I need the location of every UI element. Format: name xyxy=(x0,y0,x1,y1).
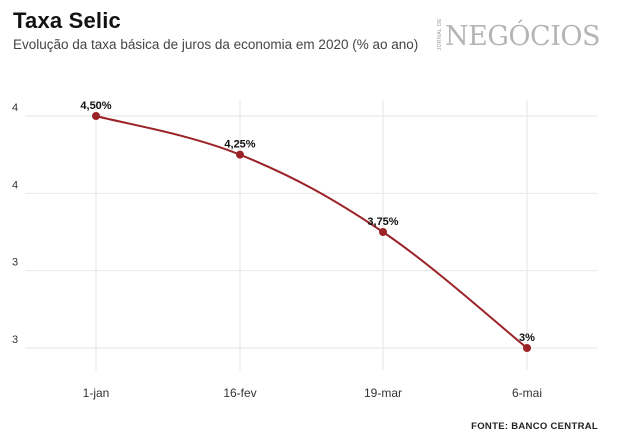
negocios-logo: JORNAL DE NEGÓCIOS xyxy=(437,18,601,53)
x-tick-label: 19-mar xyxy=(364,386,402,400)
x-tick-label: 1-jan xyxy=(83,386,110,400)
series-line xyxy=(95,115,528,349)
y-tick-label: 4 xyxy=(12,179,18,191)
y-tick-label: 3 xyxy=(12,334,18,346)
chart-title: Taxa Selic xyxy=(13,8,121,33)
source-note: FONTE: BANCO CENTRAL xyxy=(471,421,598,432)
data-point xyxy=(379,228,387,236)
data-label: 4,25% xyxy=(224,139,255,151)
x-tick-label: 6-mai xyxy=(512,386,542,400)
data-label: 4,50% xyxy=(80,100,111,112)
chart-subtitle: Evolução da taxa básica de juros da econ… xyxy=(13,37,419,52)
data-point xyxy=(523,344,531,352)
y-tick-label: 3 xyxy=(12,257,18,269)
data-point xyxy=(236,150,244,159)
logo-main-text: NEGÓCIOS xyxy=(445,21,601,53)
x-tick-label: 16-fev xyxy=(223,386,256,400)
data-label: 3,75% xyxy=(367,216,398,228)
data-label: 3% xyxy=(519,332,535,344)
data-point xyxy=(92,112,100,120)
y-tick-label: 4 xyxy=(12,102,18,114)
